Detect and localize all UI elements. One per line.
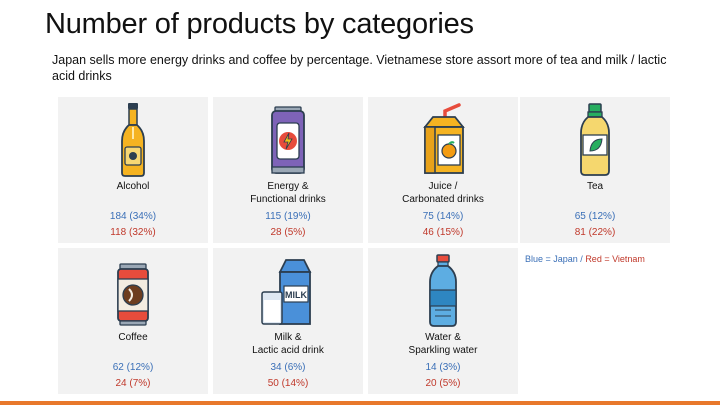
- category-card-water: Water & Sparkling water 14 (3%) 20 (5%): [368, 248, 518, 394]
- coffee-can-icon: [117, 263, 149, 326]
- legend-japan: Blue = Japan /: [525, 254, 583, 264]
- category-name: Milk &: [274, 332, 302, 343]
- category-name-line2: Sparkling water: [408, 345, 478, 356]
- japan-value: 34 (6%): [270, 362, 306, 373]
- color-legend: Blue = Japan / Red = Vietnam: [525, 254, 645, 264]
- vietnam-value: 118 (32%): [110, 227, 156, 238]
- beer-bottle-icon: [121, 103, 145, 177]
- category-card-alcohol: Alcohol 184 (34%) 118 (32%): [58, 97, 208, 243]
- category-card-milk: MILK Milk & Lactic acid drink 34 (6%) 50 …: [213, 248, 363, 394]
- category-name: Energy &: [267, 181, 309, 192]
- category-name: Juice /: [428, 181, 458, 192]
- vietnam-value: 20 (5%): [425, 378, 461, 389]
- category-name: Alcohol: [116, 181, 150, 192]
- category-name: Water &: [425, 332, 461, 343]
- japan-value: 14 (3%): [425, 362, 461, 373]
- slide-title: Number of products by categories: [45, 8, 474, 40]
- japan-value: 115 (19%): [265, 211, 311, 222]
- accent-bar: [0, 401, 720, 405]
- category-card-tea: Tea 65 (12%) 81 (22%): [520, 97, 670, 243]
- svg-text:MILK: MILK: [285, 290, 307, 300]
- slide-subtitle: Japan sells more energy drinks and coffe…: [52, 53, 667, 83]
- legend-vietnam: Red = Vietnam: [585, 254, 645, 264]
- vietnam-value: 81 (22%): [574, 227, 616, 238]
- category-card-coffee: Coffee 62 (12%) 24 (7%): [58, 248, 208, 394]
- vietnam-value: 28 (5%): [270, 227, 306, 238]
- category-name-line2: Lactic acid drink: [252, 345, 324, 356]
- tea-bottle-icon: [580, 103, 610, 176]
- japan-value: 184 (34%): [109, 211, 157, 222]
- category-name-line2: Carbonated drinks: [402, 194, 484, 205]
- juice-box-icon: [423, 103, 465, 174]
- category-name-line2: Functional drinks: [250, 194, 326, 205]
- vietnam-value: 50 (14%): [267, 378, 309, 389]
- japan-value: 62 (12%): [112, 362, 154, 373]
- japan-value: 65 (12%): [574, 211, 616, 222]
- water-bottle-icon: [429, 254, 457, 327]
- energy-can-icon: [271, 106, 305, 174]
- vietnam-value: 46 (15%): [422, 227, 464, 238]
- category-card-juice: Juice / Carbonated drinks 75 (14%) 46 (15…: [368, 97, 518, 243]
- category-card-energy: Energy & Functional drinks 115 (19%) 28 (…: [213, 97, 363, 243]
- vietnam-value: 24 (7%): [115, 378, 151, 389]
- milk-carton-icon: MILK: [261, 259, 312, 325]
- japan-value: 75 (14%): [422, 211, 464, 222]
- category-grid: Alcohol 184 (34%) 118 (32%) Energy & Func…: [58, 97, 674, 397]
- category-name: Tea: [586, 181, 604, 192]
- category-name: Coffee: [118, 332, 148, 343]
